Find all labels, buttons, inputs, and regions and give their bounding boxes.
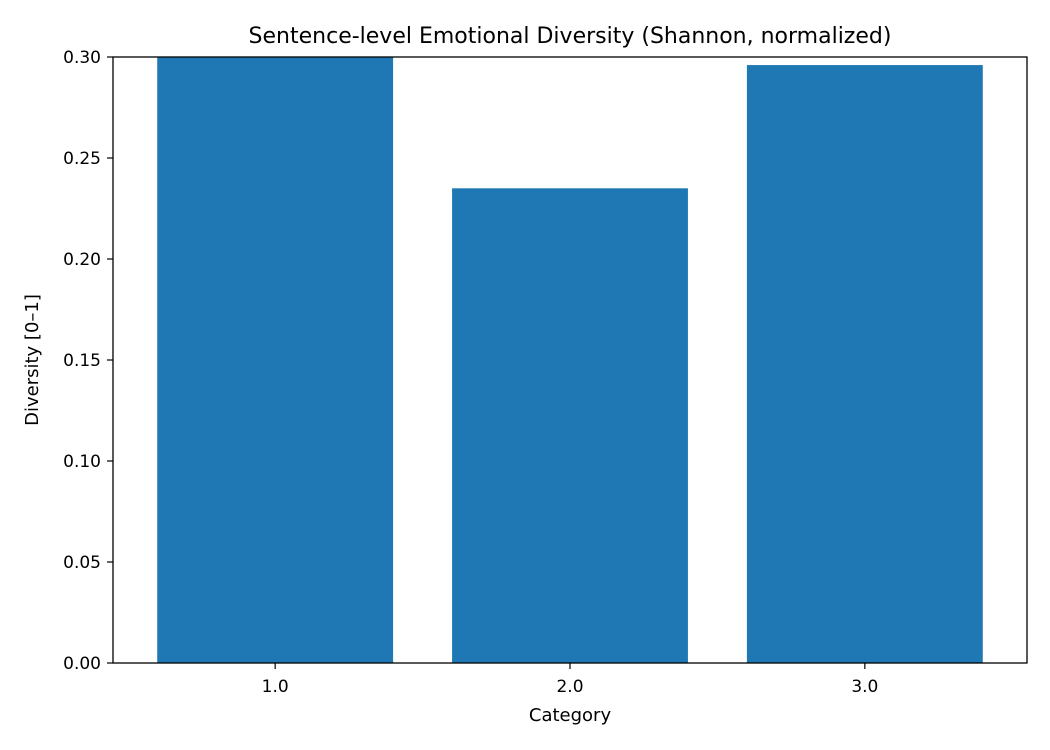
y-tick-label: 0.05 [63, 553, 101, 573]
y-tick-label: 0.20 [63, 250, 101, 270]
y-tick-label: 0.30 [63, 48, 101, 68]
bar-1.0 [157, 57, 394, 663]
y-tick-label: 0.25 [63, 149, 101, 169]
x-axis-label: Category [529, 705, 612, 726]
bars-layer [157, 57, 983, 664]
x-tick-label: 1.0 [262, 677, 289, 697]
x-axis-ticks: 1.0 2.0 3.0 [262, 663, 878, 697]
chart-title: Sentence-level Emotional Diversity (Shan… [249, 24, 892, 49]
bar-3.0 [746, 65, 983, 663]
bar-2.0 [452, 188, 688, 664]
y-tick-label: 0.15 [63, 351, 101, 371]
y-tick-label: 0.00 [63, 654, 101, 674]
x-tick-label: 3.0 [851, 677, 878, 697]
y-axis-ticks: 0.00 0.05 0.10 0.15 0.20 0.25 0.30 [63, 48, 113, 674]
y-axis-label: Diversity [0–1] [22, 294, 43, 426]
y-tick-label: 0.10 [63, 452, 101, 472]
x-tick-label: 2.0 [556, 677, 583, 697]
